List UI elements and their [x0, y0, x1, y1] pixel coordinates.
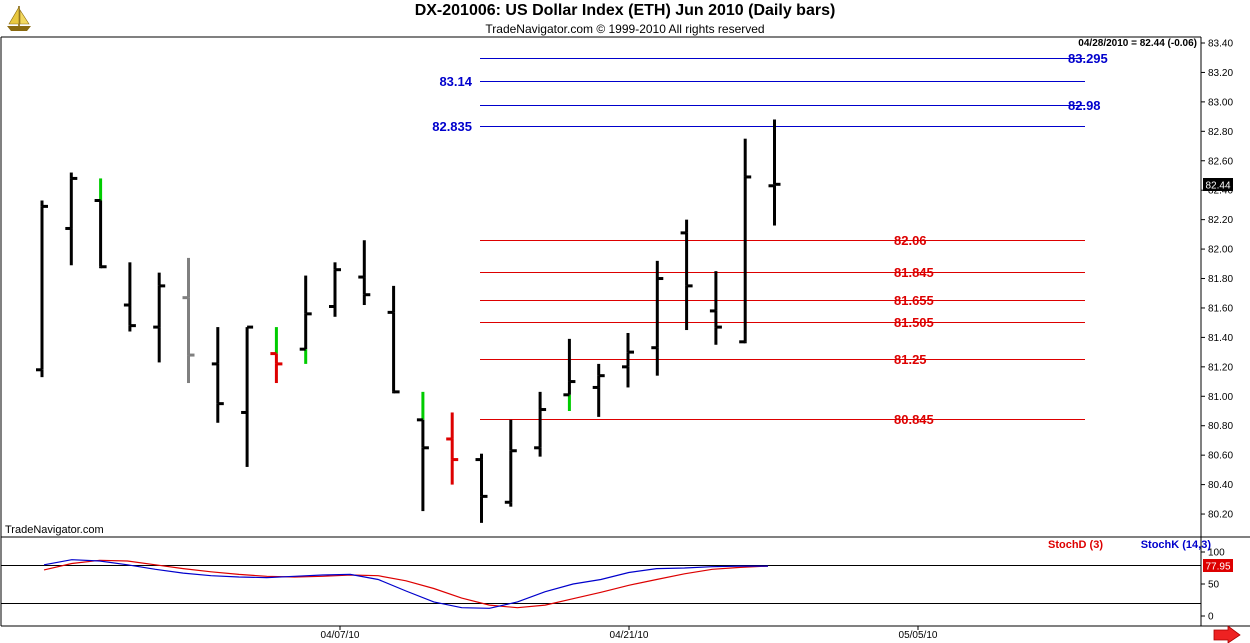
last-price-label: 82.44	[1205, 181, 1230, 192]
level-label: 81.25	[894, 352, 927, 367]
level-label: 82.835	[432, 119, 472, 134]
level-label: 81.655	[894, 293, 934, 308]
level-label: 82.06	[894, 233, 927, 248]
level-label: 81.845	[894, 265, 934, 280]
stoch-tick-label: 50	[1208, 580, 1220, 591]
stochk-legend: StochK (14,3)	[1141, 539, 1212, 551]
price-tick-label: 82.80	[1208, 127, 1233, 138]
price-readout: 04/28/2010 = 82.44 (-0.06)	[1078, 38, 1197, 49]
price-tick-label: 82.40	[1208, 186, 1233, 197]
trade-navigator-ship-logo	[4, 3, 34, 33]
watermark-text: TradeNavigator.com	[5, 524, 104, 536]
time-tick-label: 04/07/10	[321, 630, 360, 641]
price-tick-label: 81.20	[1208, 362, 1233, 373]
price-tick-label: 83.00	[1208, 97, 1233, 108]
level-label: 83.14	[439, 74, 472, 89]
price-tick-label: 80.20	[1208, 510, 1233, 521]
time-tick-label: 04/21/10	[610, 630, 649, 641]
stochastic-axis-ticks: 100 50 0	[1201, 548, 1225, 623]
price-tick-label: 80.80	[1208, 421, 1233, 432]
stochd-legend: StochD (3)	[1048, 539, 1103, 551]
stochastic-reference-lines	[1, 565, 1201, 604]
time-axis-labels: 04/07/10 04/21/10 05/05/10	[321, 626, 938, 641]
price-tick-label: 80.40	[1208, 480, 1233, 491]
stoch-tick-label: 0	[1208, 612, 1214, 623]
copyright-subtitle: TradeNavigator.com © 1999-2010 All right…	[485, 22, 765, 36]
level-lines: 83.295 83.14 82.98 82.835 82.06 81.845 81.655 8…	[432, 51, 1108, 427]
price-tick-label: 83.20	[1208, 68, 1233, 79]
price-tick-label: 82.20	[1208, 215, 1233, 226]
price-tick-label: 81.40	[1208, 333, 1233, 344]
chart-title: DX-201006: US Dollar Index (ETH) Jun 201…	[414, 2, 836, 19]
stoch-tick-label: 100	[1208, 548, 1225, 559]
stoch-last-label: 77.95	[1205, 562, 1230, 573]
level-label: 81.505	[894, 315, 934, 330]
stochastic-lines	[43, 559, 769, 609]
level-label: 82.98	[1068, 98, 1101, 113]
stoch-series-line	[43, 559, 768, 609]
time-tick-label: 05/05/10	[899, 630, 938, 641]
price-axis-ticks: 83.40 83.20 83.00 82.80 82.60 82.40 82.20 82.00…	[1201, 39, 1233, 521]
price-tick-label: 80.60	[1208, 451, 1233, 462]
level-label: 80.845	[894, 412, 934, 427]
price-tick-label: 81.80	[1208, 274, 1233, 285]
last-price-tag	[1203, 178, 1233, 191]
price-tick-label: 83.40	[1208, 39, 1233, 50]
level-label: 83.295	[1068, 51, 1108, 66]
price-tick-label: 82.60	[1208, 156, 1233, 167]
red-right-arrow[interactable]	[1213, 625, 1241, 643]
price-tick-label: 82.00	[1208, 245, 1233, 256]
price-tick-label: 81.60	[1208, 303, 1233, 314]
price-tick-label: 81.00	[1208, 392, 1233, 403]
stoch-series-line	[43, 559, 769, 609]
price-bars	[36, 119, 781, 523]
stoch-last-tag	[1203, 559, 1233, 572]
